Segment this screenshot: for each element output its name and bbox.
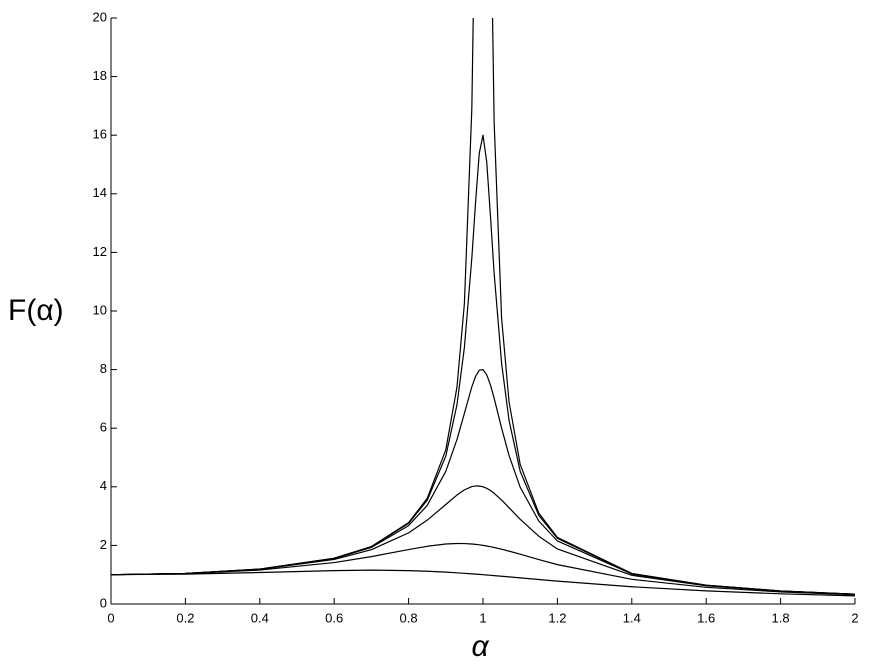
x-tick-label: 1.2 (548, 610, 566, 625)
y-tick-label: 2 (100, 537, 107, 552)
curve (111, 542, 855, 596)
x-tick-label: 1.6 (697, 610, 715, 625)
curve (111, 369, 855, 595)
y-tick-label: 12 (93, 244, 107, 259)
x-axis-label: α (471, 630, 489, 663)
y-tick-label: 14 (93, 185, 107, 200)
y-tick-label: 0 (100, 595, 107, 610)
y-axis-label: F(α) (8, 294, 64, 327)
plot-area (111, 18, 855, 597)
x-tick-label: 0.4 (251, 610, 269, 625)
y-tick-label: 10 (93, 302, 107, 317)
curve (111, 18, 855, 595)
y-tick-label: 16 (93, 127, 107, 142)
y-tick-label: 18 (93, 68, 107, 83)
x-tick-label: 1.4 (623, 610, 641, 625)
x-tick-label: 0.2 (176, 610, 194, 625)
curve (111, 569, 855, 597)
x-tick-label: 0.8 (400, 610, 418, 625)
x-tick-label: 1 (479, 610, 486, 625)
x-tick-label: 1.8 (772, 610, 790, 625)
curve (111, 485, 855, 595)
y-tick-label: 20 (93, 9, 107, 24)
y-tick-label: 8 (100, 361, 107, 376)
x-tick-label: 0.6 (325, 610, 343, 625)
x-tick-label: 2 (851, 610, 858, 625)
y-tick-label: 6 (100, 420, 107, 435)
x-tick-label: 0 (107, 610, 114, 625)
curve (111, 134, 855, 595)
y-tick-label: 4 (100, 478, 107, 493)
